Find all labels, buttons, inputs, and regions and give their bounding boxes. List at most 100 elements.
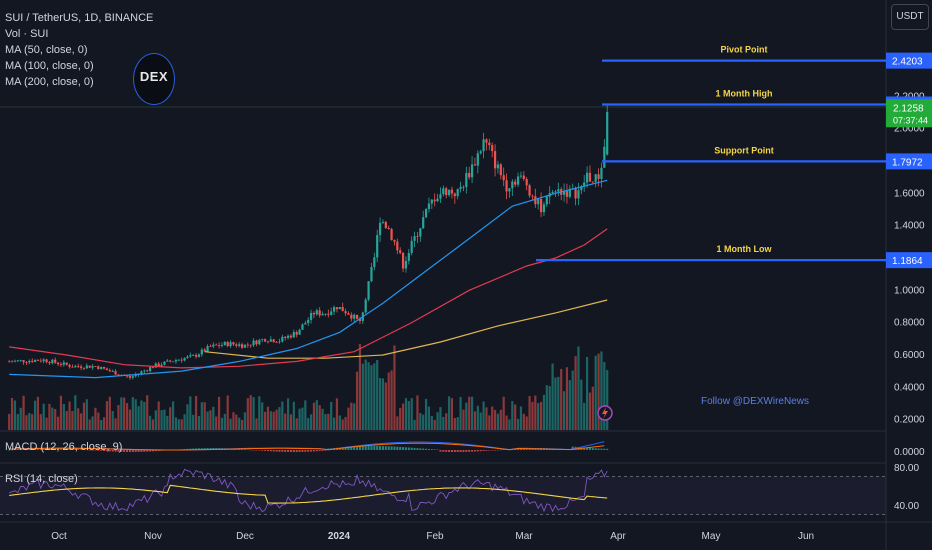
- price-axis-tick: 1.6000: [894, 188, 925, 199]
- candle-body: [33, 360, 37, 362]
- volume-bar: [413, 419, 416, 430]
- candle-body: [433, 199, 436, 202]
- rsi-ma-line: [9, 484, 608, 504]
- macd-histogram-bar: [97, 450, 100, 451]
- indicator-ma100[interactable]: MA (100, close, 0): [5, 60, 94, 72]
- volume-bar: [462, 409, 465, 430]
- candle-body: [206, 346, 209, 352]
- candle-body: [416, 236, 419, 237]
- volume-bar: [94, 407, 97, 430]
- candle-body: [295, 332, 298, 335]
- volume-bar: [51, 407, 54, 430]
- volume-bar: [59, 395, 63, 430]
- candle-body: [580, 186, 583, 191]
- candle-body: [588, 172, 592, 182]
- macd-histogram-bar: [19, 449, 22, 450]
- candle-body: [174, 360, 178, 362]
- volume-bar: [571, 370, 574, 430]
- candle-body: [177, 359, 180, 361]
- volume-bar: [442, 416, 445, 430]
- candle-body: [330, 311, 333, 315]
- price-axis-tick: 0.2000: [894, 415, 925, 426]
- macd-histogram-bar: [91, 450, 94, 451]
- candle-body: [430, 199, 433, 204]
- symbol-title[interactable]: SUI / TetherUS, 1D, BINANCE: [5, 12, 154, 24]
- macd-histogram-bar: [275, 450, 278, 452]
- volume-bar: [169, 407, 172, 430]
- volume-bar: [404, 398, 408, 430]
- macd-legend[interactable]: MACD (12, 26, close, 9): [5, 441, 123, 453]
- candle-body: [252, 340, 255, 346]
- candle-body: [557, 189, 560, 192]
- indicator-ma200[interactable]: MA (200, close, 0): [5, 76, 94, 88]
- macd-histogram-bar: [146, 450, 149, 452]
- candle-body: [499, 164, 502, 176]
- candle-body: [217, 345, 221, 347]
- candle-body: [8, 361, 11, 363]
- candle-body: [387, 228, 390, 229]
- volume-bar: [373, 363, 376, 430]
- candle-body: [68, 364, 71, 367]
- macd-histogram-bar: [8, 450, 11, 451]
- volume-bar: [229, 418, 232, 430]
- volume-bar: [450, 398, 454, 430]
- volume-bar: [226, 395, 229, 430]
- macd-histogram-bar: [100, 450, 103, 451]
- level-price-tag: [886, 252, 932, 269]
- macd-histogram-bar: [140, 450, 143, 452]
- volume-bar: [194, 395, 198, 430]
- macd-histogram-bar: [430, 449, 433, 450]
- candle-body: [514, 181, 517, 185]
- candle-body: [399, 250, 402, 253]
- ma200-line: [204, 299, 608, 359]
- macd-histogram-bar: [439, 450, 442, 452]
- candle-body: [62, 362, 65, 365]
- macd-histogram-bar: [284, 450, 287, 452]
- volume-bar: [65, 411, 68, 430]
- volume-bar: [502, 396, 505, 430]
- macd-axis-tick: 0.0000: [894, 447, 925, 458]
- candle-body: [97, 366, 100, 370]
- macd-histogram-bar: [42, 448, 45, 450]
- volume-bar: [519, 406, 523, 430]
- candle-body: [183, 358, 186, 361]
- indicator-ma50[interactable]: MA (50, close, 0): [5, 44, 88, 56]
- candle-body: [232, 342, 235, 345]
- candle-body: [390, 228, 393, 240]
- volume-bar: [384, 382, 387, 430]
- candle-body: [45, 359, 48, 363]
- volume-bar: [186, 404, 189, 430]
- candle-body: [258, 339, 261, 345]
- volume-bar: [266, 406, 270, 430]
- candle-body: [169, 360, 172, 362]
- candle-body: [347, 313, 350, 315]
- macd-histogram-bar: [108, 450, 111, 452]
- macd-histogram-bar: [482, 450, 485, 451]
- rsi-legend[interactable]: RSI (14, close): [5, 473, 78, 485]
- macd-histogram-bar: [13, 449, 16, 451]
- volume-bar: [263, 411, 267, 430]
- candle-body: [539, 198, 543, 213]
- candle-body: [146, 370, 149, 372]
- volume-bar: [125, 403, 129, 430]
- currency-button[interactable]: USDT: [891, 4, 929, 30]
- volume-bar: [514, 404, 517, 430]
- macd-histogram-bar: [586, 447, 589, 450]
- macd-histogram-bar: [298, 450, 301, 452]
- candle-body: [240, 344, 244, 348]
- volume-bar: [261, 402, 264, 430]
- indicator-volume[interactable]: Vol · SUI: [5, 28, 49, 40]
- volume-bar: [488, 415, 491, 430]
- volume-bar: [516, 418, 520, 430]
- macd-histogram-bar: [264, 450, 267, 451]
- candle-body: [85, 365, 88, 369]
- volume-bar: [422, 414, 425, 430]
- candle-body: [407, 252, 410, 261]
- candle-body: [36, 360, 40, 361]
- volume-bar: [114, 418, 117, 430]
- candle-body: [488, 142, 491, 146]
- macd-histogram-bar: [266, 450, 269, 452]
- volume-bar: [36, 396, 40, 430]
- macd-histogram-bar: [433, 449, 436, 450]
